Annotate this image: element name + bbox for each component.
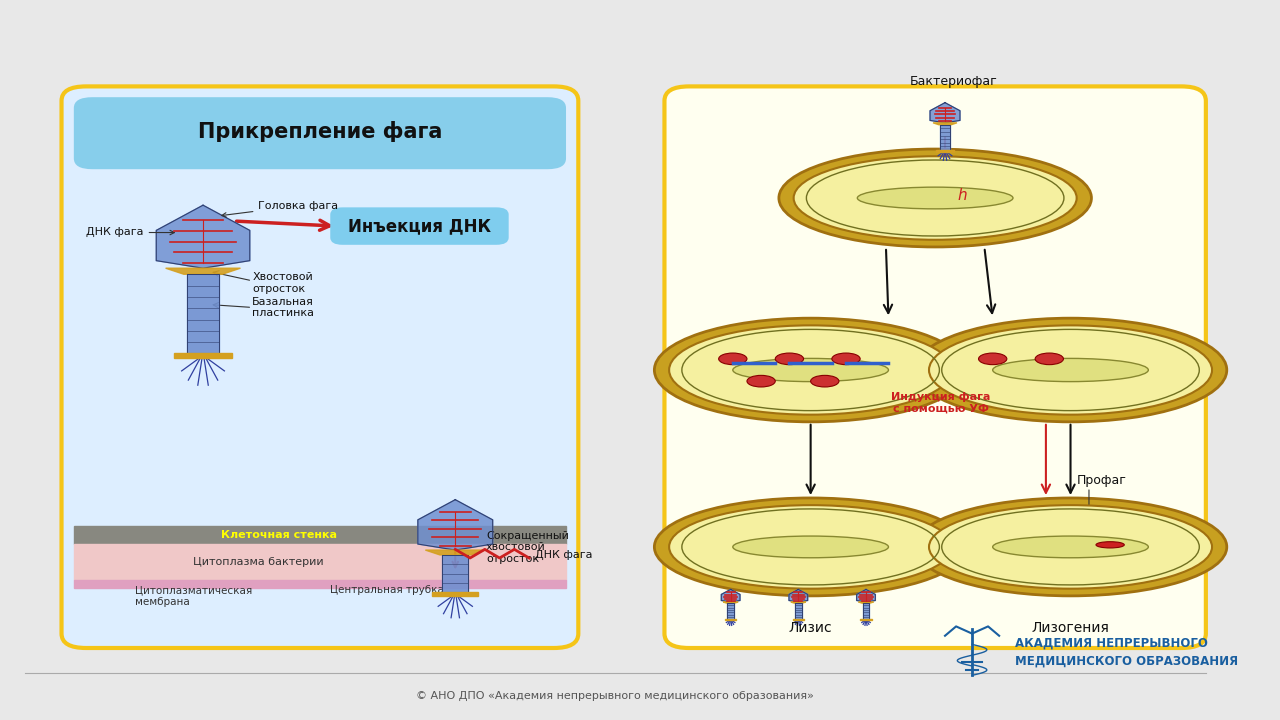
Polygon shape <box>791 602 806 603</box>
Text: Базальная
пластинка: Базальная пластинка <box>252 297 315 318</box>
Ellipse shape <box>929 505 1212 589</box>
FancyBboxPatch shape <box>61 86 579 648</box>
Text: Хвостовой
отросток: Хвостовой отросток <box>252 272 314 294</box>
FancyBboxPatch shape <box>330 207 508 245</box>
Ellipse shape <box>929 325 1212 415</box>
Polygon shape <box>425 550 485 555</box>
Ellipse shape <box>654 498 966 596</box>
Polygon shape <box>856 590 876 602</box>
Ellipse shape <box>733 359 888 382</box>
FancyBboxPatch shape <box>74 97 566 169</box>
Ellipse shape <box>776 353 804 364</box>
Ellipse shape <box>1036 353 1064 364</box>
Polygon shape <box>724 619 736 620</box>
Polygon shape <box>443 555 468 593</box>
Ellipse shape <box>993 536 1148 558</box>
Ellipse shape <box>914 498 1226 596</box>
Polygon shape <box>74 580 566 588</box>
Ellipse shape <box>748 375 776 387</box>
Text: ДНК фага: ДНК фага <box>535 550 593 560</box>
Text: Сокращенный
хвостовой
отросток: Сокращенный хвостовой отросток <box>486 531 568 564</box>
Ellipse shape <box>669 325 952 415</box>
Polygon shape <box>174 354 232 359</box>
Ellipse shape <box>810 375 838 387</box>
Ellipse shape <box>794 156 1076 240</box>
Text: Профаг: Профаг <box>1076 474 1126 487</box>
Polygon shape <box>74 544 566 580</box>
Text: h: h <box>957 189 968 204</box>
Ellipse shape <box>669 505 952 589</box>
Polygon shape <box>727 603 733 619</box>
Polygon shape <box>795 603 801 619</box>
Text: Цитоплазма бактерии: Цитоплазма бактерии <box>192 557 324 567</box>
Polygon shape <box>433 593 479 596</box>
Polygon shape <box>74 526 566 544</box>
Polygon shape <box>187 274 219 354</box>
Ellipse shape <box>978 353 1007 364</box>
Text: Центральная трубка: Центральная трубка <box>330 585 444 595</box>
Ellipse shape <box>1096 541 1124 548</box>
Polygon shape <box>931 103 960 123</box>
Ellipse shape <box>993 359 1148 382</box>
Text: Головка фага: Головка фага <box>221 201 338 217</box>
Text: Бактериофаг: Бактериофаг <box>910 75 997 88</box>
Polygon shape <box>792 619 804 620</box>
Polygon shape <box>863 603 869 619</box>
Ellipse shape <box>654 318 966 422</box>
Polygon shape <box>940 125 950 150</box>
Text: Лизис: Лизис <box>788 621 832 635</box>
Text: Цитоплазматическая
мембрана: Цитоплазматическая мембрана <box>136 585 252 607</box>
Text: Инъекция ДНК: Инъекция ДНК <box>348 217 492 235</box>
Ellipse shape <box>780 149 1092 247</box>
Polygon shape <box>859 602 873 603</box>
Text: АКАДЕМИЯ НЕПРЕРЫВНОГО
МЕДИЦИНСКОГО ОБРАЗОВАНИЯ: АКАДЕМИЯ НЕПРЕРЫВНОГО МЕДИЦИНСКОГО ОБРАЗ… <box>1015 636 1238 667</box>
Polygon shape <box>417 500 493 550</box>
Text: Лизогения: Лизогения <box>1032 621 1110 635</box>
Text: Клеточная стенка: Клеточная стенка <box>220 530 337 539</box>
Polygon shape <box>860 619 872 620</box>
Polygon shape <box>788 590 808 602</box>
Text: © АНО ДПО «Академия непрерывного медицинского образования»: © АНО ДПО «Академия непрерывного медицин… <box>416 691 814 701</box>
Ellipse shape <box>914 318 1226 422</box>
Polygon shape <box>936 150 954 152</box>
Polygon shape <box>156 205 250 269</box>
Text: Прикрепление фага: Прикрепление фага <box>197 121 442 143</box>
Polygon shape <box>165 269 241 274</box>
Text: Индукция фага
с помощью УФ: Индукция фага с помощью УФ <box>891 392 991 413</box>
Ellipse shape <box>832 353 860 364</box>
Ellipse shape <box>718 353 748 364</box>
Text: ДНК фага: ДНК фага <box>86 228 174 238</box>
Polygon shape <box>723 602 739 603</box>
Polygon shape <box>722 590 740 602</box>
Ellipse shape <box>733 536 888 558</box>
FancyBboxPatch shape <box>664 86 1206 648</box>
Polygon shape <box>933 123 957 125</box>
Ellipse shape <box>858 187 1012 209</box>
